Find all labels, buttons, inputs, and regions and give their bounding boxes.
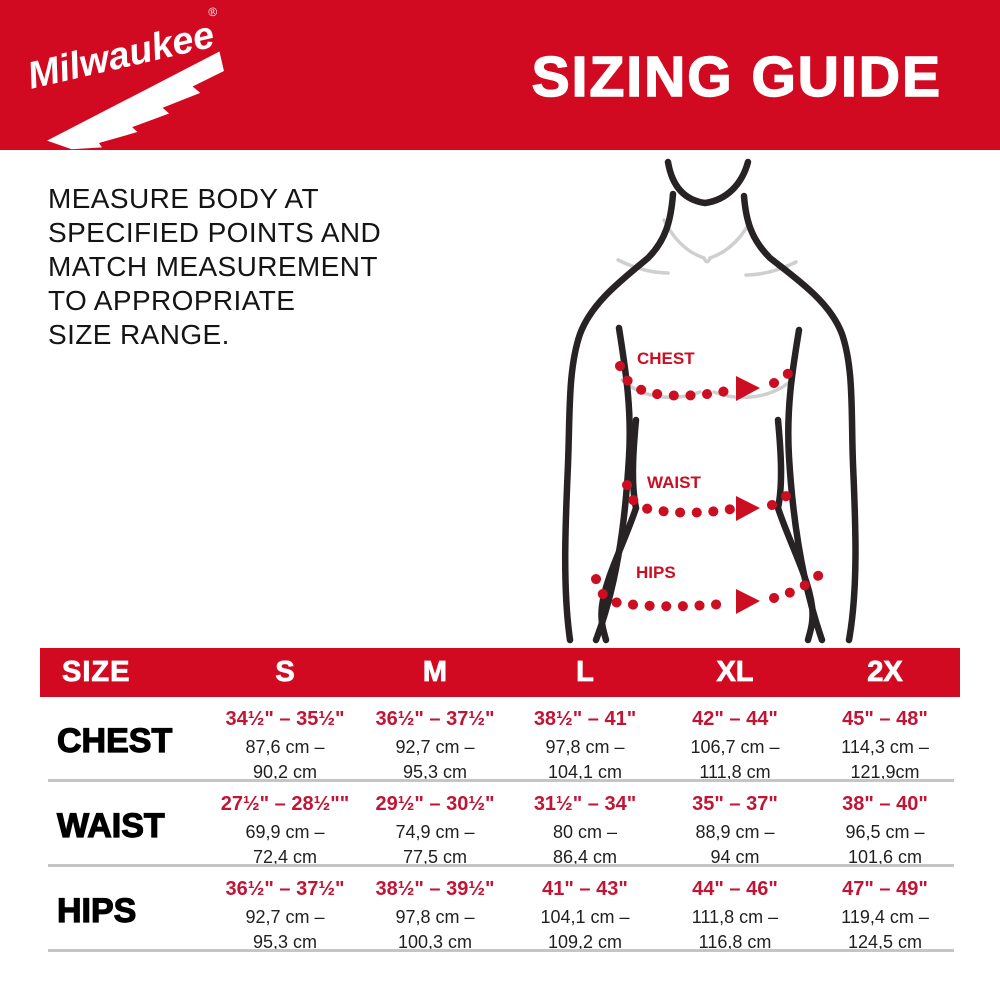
cm-range-line2: 95,3 cm <box>252 932 318 952</box>
registered-trademark-symbol: ® <box>207 4 219 20</box>
cm-range-line1: 80 cm – <box>552 822 618 842</box>
instruction-line: SIZE RANGE. <box>48 319 230 350</box>
sizing-table: SIZE S M L XL 2X CHEST 34½" – 35½" 87,6 … <box>40 648 960 952</box>
body-detail-lines <box>616 218 798 400</box>
cm-range-line2: 72,4 cm <box>252 847 318 867</box>
cm-range-line1: 104,1 cm – <box>540 907 630 927</box>
column-header-2x: 2X <box>867 656 903 689</box>
cm-range-line2: 104,1 cm <box>547 762 623 782</box>
cm-range-line1: 92,7 cm – <box>395 737 475 757</box>
cm-range-line2: 86,4 cm <box>552 847 618 867</box>
waist-l-cell: 31½" – 34" 80 cm – 86,4 cm <box>510 782 660 870</box>
cm-range-line1: 119,4 cm – <box>841 907 929 927</box>
figure-hips-label: HIPS <box>636 563 676 582</box>
instruction-line: MATCH MEASUREMENT <box>48 251 378 282</box>
cm-range-line1: 92,7 cm – <box>245 907 325 927</box>
hips-2x-cell: 47" – 49" 119,4 cm – 124,5 cm <box>810 867 960 955</box>
row-label-chest: CHEST <box>56 721 173 760</box>
table-row-hips: HIPS 36½" – 37½" 92,7 cm – 95,3 cm 38½" … <box>40 867 960 952</box>
inch-range: 35" – 37" <box>692 793 778 815</box>
cm-range-line2: 77,5 cm <box>402 847 468 867</box>
cm-range-line2: 109,2 cm <box>547 932 623 952</box>
chest-s-cell: 34½" – 35½" 87,6 cm – 90,2 cm <box>210 697 360 785</box>
inch-range: 27½" – 28½"" <box>220 793 350 815</box>
inch-range: 38½" – 41" <box>533 708 637 730</box>
chest-xl-cell: 42" – 44" 106,7 cm – 111,8 cm <box>660 697 810 785</box>
inch-range: 36½" – 37½" <box>375 708 495 730</box>
cm-range-line2: 101,6 cm <box>847 847 923 867</box>
hips-l-cell: 41" – 43" 104,1 cm – 109,2 cm <box>510 867 660 955</box>
chest-m-cell: 36½" – 37½" 92,7 cm – 95,3 cm <box>360 697 510 785</box>
inch-range: 29½" – 30½" <box>375 793 495 815</box>
cm-range-line2: 100,3 cm <box>397 932 473 952</box>
instruction-line: SPECIFIED POINTS AND <box>48 217 382 248</box>
waist-s-cell: 27½" – 28½"" 69,9 cm – 72,4 cm <box>210 782 360 870</box>
cm-range-line1: 69,9 cm – <box>245 822 325 842</box>
row-label-waist: WAIST <box>56 806 165 845</box>
inch-range: 45" – 48" <box>842 708 928 730</box>
inch-range: 41" – 43" <box>542 878 628 900</box>
body-measurement-figure: CHEST WAIST HIPS <box>561 158 859 644</box>
column-header-m: M <box>422 656 448 689</box>
header-banner: Milwaukee ® SIZING GUIDE <box>0 0 1000 150</box>
waist-2x-cell: 38" – 40" 96,5 cm – 101,6 cm <box>810 782 960 870</box>
table-row-chest: CHEST 34½" – 35½" 87,6 cm – 90,2 cm 36½"… <box>40 697 960 782</box>
figure-waist-label: WAIST <box>647 473 701 492</box>
inch-range: 31½" – 34" <box>533 793 637 815</box>
cm-range-line1: 96,5 cm – <box>845 822 925 842</box>
table-row-waist: WAIST 27½" – 28½"" 69,9 cm – 72,4 cm 29½… <box>40 782 960 867</box>
inch-range: 44" – 46" <box>692 878 778 900</box>
cm-range-line1: 106,7 cm – <box>690 737 780 757</box>
cm-range-line2: 95,3 cm <box>402 762 468 782</box>
cm-range-line1: 114,3 cm – <box>841 737 929 757</box>
column-header-xl: XL <box>716 656 754 689</box>
cm-range-line2: 94 cm <box>710 847 760 867</box>
measurement-arrow-icons <box>736 376 760 614</box>
chest-l-cell: 38½" – 41" 97,8 cm – 104,1 cm <box>510 697 660 785</box>
table-header-row: SIZE S M L XL 2X <box>40 648 960 697</box>
waist-m-cell: 29½" – 30½" 74,9 cm – 77,5 cm <box>360 782 510 870</box>
column-header-s: S <box>275 656 295 689</box>
instruction-line: MEASURE BODY AT <box>48 183 320 214</box>
waist-xl-cell: 35" – 37" 88,9 cm – 94 cm <box>660 782 810 870</box>
cm-range-line1: 111,8 cm – <box>691 907 779 927</box>
instruction-line: TO APPROPRIATE <box>48 285 296 316</box>
cm-range-line1: 97,8 cm – <box>395 907 475 927</box>
measurement-instructions: MEASURE BODY AT SPECIFIED POINTS AND MAT… <box>48 182 478 352</box>
page-title: SIZING GUIDE <box>531 44 942 110</box>
inch-range: 38½" – 39½" <box>375 878 495 900</box>
cm-range-line1: 97,8 cm – <box>545 737 625 757</box>
cm-range-line2: 90,2 cm <box>252 762 318 782</box>
lightning-bolt-icon <box>47 51 224 150</box>
inch-range: 47" – 49" <box>842 878 928 900</box>
cm-range-line1: 88,9 cm – <box>695 822 775 842</box>
cm-range-line1: 87,6 cm – <box>245 737 325 757</box>
cm-range-line2: 121,9cm <box>850 762 920 782</box>
chest-2x-cell: 45" – 48" 114,3 cm – 121,9cm <box>810 697 960 785</box>
inch-range: 34½" – 35½" <box>225 708 345 730</box>
milwaukee-logo: Milwaukee ® <box>24 4 224 150</box>
cm-range-line2: 111,8 cm <box>699 762 771 782</box>
column-header-size: SIZE <box>62 656 131 689</box>
measurement-dotted-lines <box>591 358 824 612</box>
figure-chest-label: CHEST <box>637 349 695 368</box>
cm-range-line1: 74,9 cm – <box>395 822 475 842</box>
inch-range: 42" – 44" <box>692 708 778 730</box>
hips-xl-cell: 44" – 46" 111,8 cm – 116,8 cm <box>660 867 810 955</box>
hips-m-cell: 38½" – 39½" 97,8 cm – 100,3 cm <box>360 867 510 955</box>
hips-s-cell: 36½" – 37½" 92,7 cm – 95,3 cm <box>210 867 360 955</box>
cm-range-line2: 116,8 cm <box>698 932 772 952</box>
column-header-l: L <box>576 656 595 689</box>
row-label-hips: HIPS <box>56 891 137 930</box>
body-outline <box>561 158 859 644</box>
inch-range: 36½" – 37½" <box>225 878 345 900</box>
inch-range: 38" – 40" <box>842 793 928 815</box>
cm-range-line2: 124,5 cm <box>847 932 923 952</box>
